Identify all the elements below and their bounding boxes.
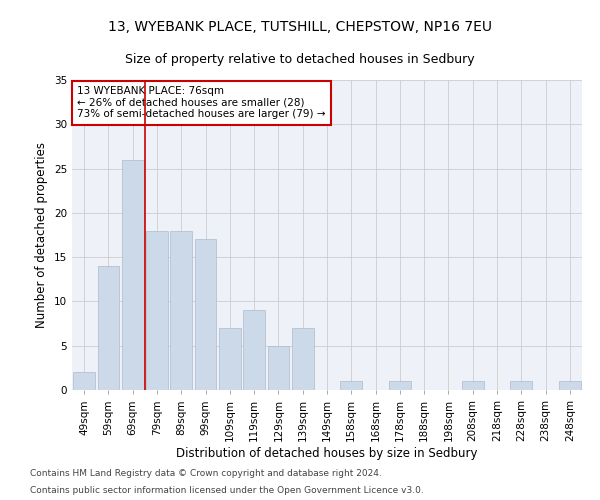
Bar xyxy=(194,240,217,390)
Bar xyxy=(340,381,362,390)
Bar xyxy=(219,328,241,390)
Bar xyxy=(389,381,411,390)
Bar xyxy=(268,346,289,390)
Bar xyxy=(292,328,314,390)
Bar xyxy=(462,381,484,390)
X-axis label: Distribution of detached houses by size in Sedbury: Distribution of detached houses by size … xyxy=(176,446,478,460)
Bar xyxy=(559,381,581,390)
Y-axis label: Number of detached properties: Number of detached properties xyxy=(35,142,49,328)
Text: Size of property relative to detached houses in Sedbury: Size of property relative to detached ho… xyxy=(125,52,475,66)
Bar xyxy=(97,266,119,390)
Text: Contains HM Land Registry data © Crown copyright and database right 2024.: Contains HM Land Registry data © Crown c… xyxy=(30,468,382,477)
Bar xyxy=(122,160,143,390)
Bar xyxy=(146,230,168,390)
Bar xyxy=(73,372,95,390)
Bar xyxy=(511,381,532,390)
Text: Contains public sector information licensed under the Open Government Licence v3: Contains public sector information licen… xyxy=(30,486,424,495)
Bar xyxy=(243,310,265,390)
Text: 13 WYEBANK PLACE: 76sqm
← 26% of detached houses are smaller (28)
73% of semi-de: 13 WYEBANK PLACE: 76sqm ← 26% of detache… xyxy=(77,86,326,120)
Text: 13, WYEBANK PLACE, TUTSHILL, CHEPSTOW, NP16 7EU: 13, WYEBANK PLACE, TUTSHILL, CHEPSTOW, N… xyxy=(108,20,492,34)
Bar xyxy=(170,230,192,390)
